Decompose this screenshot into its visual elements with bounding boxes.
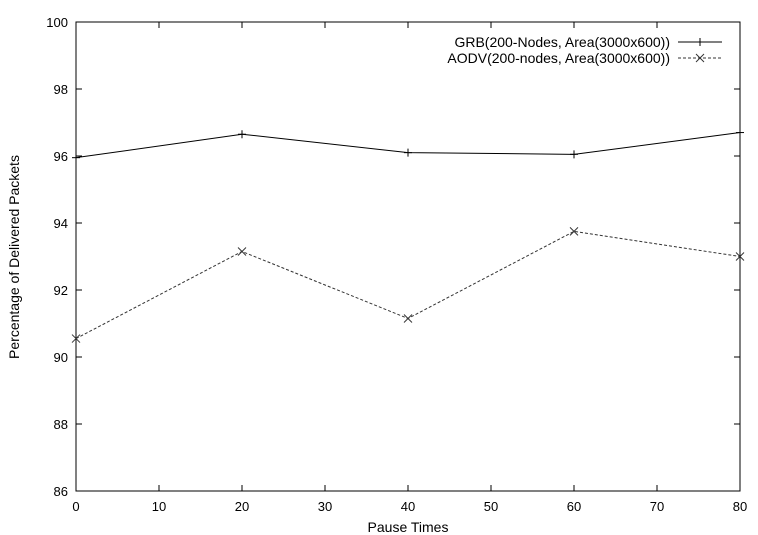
y-tick-label: 94 xyxy=(54,216,68,231)
legend: GRB(200-Nodes, Area(3000x600))AODV(200-n… xyxy=(447,34,722,66)
data-point-series-1 xyxy=(570,150,578,159)
marker-stroke xyxy=(237,247,247,256)
y-tick-label: 98 xyxy=(54,82,68,97)
x-tick-label: 70 xyxy=(650,499,664,514)
x-tick-label: 20 xyxy=(235,499,249,514)
data-point-series-1 xyxy=(736,128,744,137)
legend-label: AODV(200-nodes, Area(3000x600)) xyxy=(447,50,670,66)
y-tick-label: 96 xyxy=(54,149,68,164)
series-line-2 xyxy=(75,230,741,340)
x-tick-label: 10 xyxy=(152,499,166,514)
y-axis-title: Percentage of Delivered Packets xyxy=(6,155,22,359)
marker-stroke xyxy=(403,314,413,323)
data-point-series-2 xyxy=(735,252,745,261)
marker-stroke xyxy=(735,252,745,261)
legend-marker xyxy=(696,38,704,46)
x-tick-label: 0 xyxy=(72,499,79,514)
x-tick-label: 40 xyxy=(401,499,415,514)
marker-stroke xyxy=(569,227,579,236)
y-axis: 86 88 90 92 94 96 98 100 xyxy=(46,15,740,499)
plot-frame xyxy=(75,21,741,492)
y-tick-label: 90 xyxy=(54,350,68,365)
x-tick-label: 80 xyxy=(733,499,747,514)
x-axis-title: Pause Times xyxy=(368,519,449,535)
y-tick-label: 86 xyxy=(54,484,68,499)
series-layer xyxy=(71,128,745,343)
x-tick-label: 30 xyxy=(318,499,332,514)
data-point-series-1 xyxy=(72,153,80,162)
x-tick-label: 50 xyxy=(484,499,498,514)
data-point-series-1 xyxy=(238,130,246,139)
marker-stroke xyxy=(71,334,81,343)
marker-stroke xyxy=(695,53,705,63)
x-tick-label: 60 xyxy=(567,499,581,514)
data-point-series-2 xyxy=(403,314,413,323)
legend-marker xyxy=(695,53,705,63)
y-tick-label: 92 xyxy=(54,283,68,298)
data-point-series-2 xyxy=(237,247,247,256)
x-axis: 0 10 20 30 40 50 60 70 80 xyxy=(72,22,747,514)
data-point-series-2 xyxy=(71,334,81,343)
data-point-series-2 xyxy=(569,227,579,236)
data-point-series-1 xyxy=(404,148,412,157)
y-tick-label: 88 xyxy=(54,417,68,432)
y-tick-label: 100 xyxy=(46,15,68,30)
legend-label: GRB(200-Nodes, Area(3000x600)) xyxy=(454,34,670,50)
